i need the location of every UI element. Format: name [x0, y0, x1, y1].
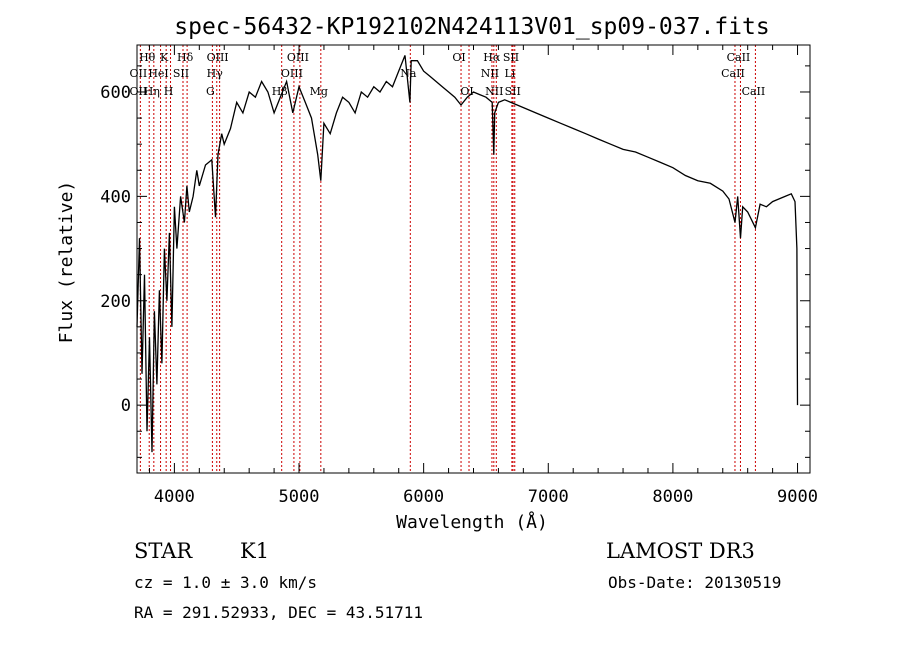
line-label: G: [206, 85, 215, 98]
survey-name: LAMOST DR3: [606, 539, 755, 563]
redshift-text: cz = 1.0 ± 3.0 km/s: [134, 573, 318, 592]
y-tick-label: 400: [100, 187, 131, 207]
line-label: NII: [485, 85, 503, 98]
y-tick-label: 0: [121, 396, 131, 416]
x-tick-label: 4000: [154, 487, 195, 507]
line-label: OII: [130, 67, 148, 80]
line-label: K: [160, 51, 169, 64]
line-label: NII: [481, 67, 499, 80]
line-label: OIII: [287, 51, 309, 64]
line-label: OI: [460, 85, 473, 98]
line-label: OIII: [207, 51, 229, 64]
y-tick-label: 200: [100, 292, 131, 312]
obs-date: Obs-Date: 20130519: [608, 573, 782, 592]
x-tick-label: 7000: [528, 487, 569, 507]
line-label: Hα: [483, 51, 501, 64]
line-label: CaII: [721, 67, 745, 80]
line-label: CaII: [727, 51, 751, 64]
line-label: OIII: [281, 67, 303, 80]
line-label: CaII: [742, 85, 766, 98]
line-label: H: [164, 85, 174, 98]
line-label: OI: [452, 51, 465, 64]
x-axis-label: Wavelength (Å): [396, 511, 548, 533]
x-tick-label: 9000: [777, 487, 818, 507]
spectrum-line: [136, 55, 799, 453]
line-label: Hγ: [207, 67, 224, 80]
line-label: HeI: [148, 67, 168, 80]
line-label: Hβ: [272, 85, 288, 98]
line-marker-layer: [139, 45, 756, 473]
plot-frame: [136, 44, 811, 474]
chart-title: spec-56432-KP192102N424113V01_sp09-037.f…: [174, 14, 769, 40]
line-label: Hθ: [139, 51, 156, 64]
line-label: SII: [503, 51, 519, 64]
line-label: Hη: [144, 85, 160, 98]
line-label: Hδ: [177, 51, 194, 64]
y-axis-label: Flux (relative): [56, 181, 77, 344]
x-tick-label: 8000: [652, 487, 693, 507]
y-axis: 0 200 400 600: [100, 65, 810, 458]
line-label: Li: [504, 67, 515, 80]
x-tick-label: 6000: [403, 487, 444, 507]
object-subclass: K1: [240, 539, 270, 563]
line-label: SII: [505, 85, 521, 98]
object-class: STAR: [134, 539, 193, 563]
x-axis: 4000 5000 6000 7000 8000 9000: [148, 45, 818, 507]
line-label: SII: [173, 67, 189, 80]
x-tick-label: 5000: [279, 487, 320, 507]
y-tick-label: 600: [100, 83, 131, 103]
line-label: Na: [400, 67, 417, 80]
coordinates-text: RA = 291.52933, DEC = 43.51711: [134, 603, 423, 622]
line-label: Mg: [310, 85, 328, 98]
